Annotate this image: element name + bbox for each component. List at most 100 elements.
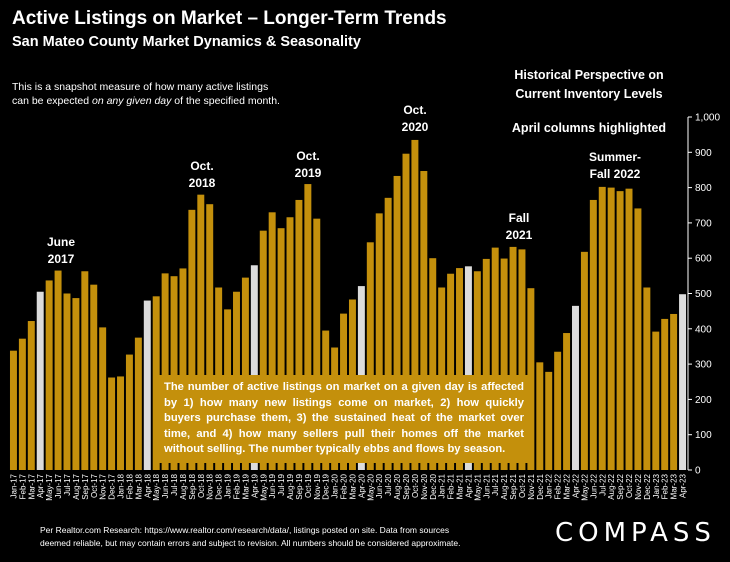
x-tick-label: Feb-19 xyxy=(232,473,241,499)
bar xyxy=(500,258,508,470)
x-tick-label: Jan-22 xyxy=(545,473,554,498)
note-line-2-emphasis: on any given day xyxy=(91,95,172,107)
bar xyxy=(661,318,669,470)
note-line-1: This is a snapshot measure of how many a… xyxy=(12,81,269,93)
bar xyxy=(411,139,419,470)
annotation-line: Oct. xyxy=(296,149,320,163)
bar xyxy=(393,175,401,470)
bar xyxy=(54,270,62,470)
annotation-fall-2021: Fall 2021 xyxy=(506,210,533,244)
x-tick-label: Feb-17 xyxy=(18,473,27,499)
bar xyxy=(206,204,214,470)
x-tick-label: Jan-23 xyxy=(652,473,661,498)
bar xyxy=(161,273,169,470)
x-tick-label: Apr-19 xyxy=(250,473,259,498)
x-tick-label: Oct-17 xyxy=(90,473,99,498)
x-tick-label: May-22 xyxy=(580,473,589,500)
x-tick-label: Apr-21 xyxy=(464,473,473,498)
x-tick-label: Jan-21 xyxy=(438,473,447,498)
y-tick-label: 200 xyxy=(695,395,712,406)
bar xyxy=(9,350,17,470)
bar-april xyxy=(143,300,151,470)
bar xyxy=(108,377,116,470)
x-tick-label: Jul-19 xyxy=(277,473,286,495)
annotation-line: 2021 xyxy=(505,228,533,242)
footer-line-2: deemed reliable, but may contain errors … xyxy=(40,538,461,548)
x-tick-label: Dec-20 xyxy=(429,473,438,499)
annotation-line: Oct. xyxy=(190,159,214,173)
annotation-summer-fall-2022: Summer- Fall 2022 xyxy=(589,149,641,183)
bar-april xyxy=(572,305,579,470)
y-tick-label: 800 xyxy=(695,183,712,194)
bar xyxy=(447,273,455,470)
x-tick-label: Sep-21 xyxy=(509,473,518,499)
annotation-line: Oct. xyxy=(403,103,427,117)
bar xyxy=(616,191,624,470)
x-tick-label: Mar-21 xyxy=(456,473,465,499)
bar xyxy=(366,242,374,470)
bar xyxy=(277,228,285,470)
x-tick-label: May-20 xyxy=(366,473,375,500)
bar xyxy=(545,371,553,470)
bar xyxy=(670,313,678,470)
footer-line-1: Per Realtor.com Research: https://www.re… xyxy=(40,525,450,535)
bar xyxy=(375,213,383,470)
bar xyxy=(63,293,71,470)
bar xyxy=(241,277,249,470)
x-tick-label: Aug-22 xyxy=(607,473,616,499)
chart-title: Active Listings on Market – Longer-Term … xyxy=(12,8,447,29)
snapshot-note: This is a snapshot measure of how many a… xyxy=(12,80,352,108)
bar xyxy=(268,212,276,470)
x-tick-label: Jul-21 xyxy=(491,473,500,495)
bar xyxy=(27,321,35,470)
bar xyxy=(598,186,606,470)
x-tick-label: Nov-17 xyxy=(99,473,108,499)
x-tick-label: Jan-19 xyxy=(224,473,233,498)
bar xyxy=(607,187,615,470)
y-tick-label: 100 xyxy=(695,430,712,441)
bar xyxy=(286,217,294,470)
x-tick-label: Jul-20 xyxy=(384,473,393,495)
april-highlight-note: April columns highlighted xyxy=(511,121,667,135)
bar xyxy=(170,276,178,470)
x-tick-label: Mar-22 xyxy=(563,473,572,499)
x-tick-label: Jun-20 xyxy=(375,473,384,498)
x-tick-label: Feb-20 xyxy=(340,473,349,499)
note-line-2-prefix: can be expected xyxy=(12,95,92,107)
bar xyxy=(179,268,187,470)
annotation-line: 2019 xyxy=(294,166,322,180)
x-tick-label: May-19 xyxy=(259,473,268,500)
bar xyxy=(259,230,267,470)
x-tick-label: Apr-17 xyxy=(36,473,45,498)
bar xyxy=(81,271,89,470)
x-tick-label: Dec-18 xyxy=(215,473,224,499)
x-tick-label: Nov-19 xyxy=(313,473,322,499)
bar xyxy=(117,376,124,470)
bar xyxy=(134,337,142,471)
bar xyxy=(304,184,312,470)
bar xyxy=(652,331,660,470)
x-tick-label: Dec-21 xyxy=(536,473,545,499)
annotation-oct-2019: Oct. 2019 xyxy=(295,148,322,182)
bar-april xyxy=(679,294,687,470)
bar xyxy=(563,333,571,470)
y-tick-label: 1,000 xyxy=(695,113,720,124)
explanation-callout: The number of active listings on market … xyxy=(156,375,532,463)
x-tick-label: Feb-21 xyxy=(447,473,456,499)
x-tick-label: Oct-19 xyxy=(304,473,313,498)
x-tick-label: Jun-18 xyxy=(161,473,170,498)
x-tick-label: Mar-20 xyxy=(348,473,357,499)
compass-logo: COMPASS xyxy=(555,518,716,548)
bar xyxy=(45,280,53,470)
x-tick-label: Jul-18 xyxy=(170,473,179,495)
bar xyxy=(473,271,481,470)
annotation-oct-2018: Oct. 2018 xyxy=(189,158,216,192)
bar-april xyxy=(36,291,44,470)
bar xyxy=(384,197,392,470)
y-tick-label: 500 xyxy=(695,289,712,300)
x-tick-label: Nov-22 xyxy=(634,473,643,499)
x-tick-label: Oct-22 xyxy=(625,473,634,498)
x-tick-label: Apr-22 xyxy=(571,473,580,498)
bar xyxy=(90,284,98,470)
x-tick-label: Jun-19 xyxy=(268,473,277,498)
